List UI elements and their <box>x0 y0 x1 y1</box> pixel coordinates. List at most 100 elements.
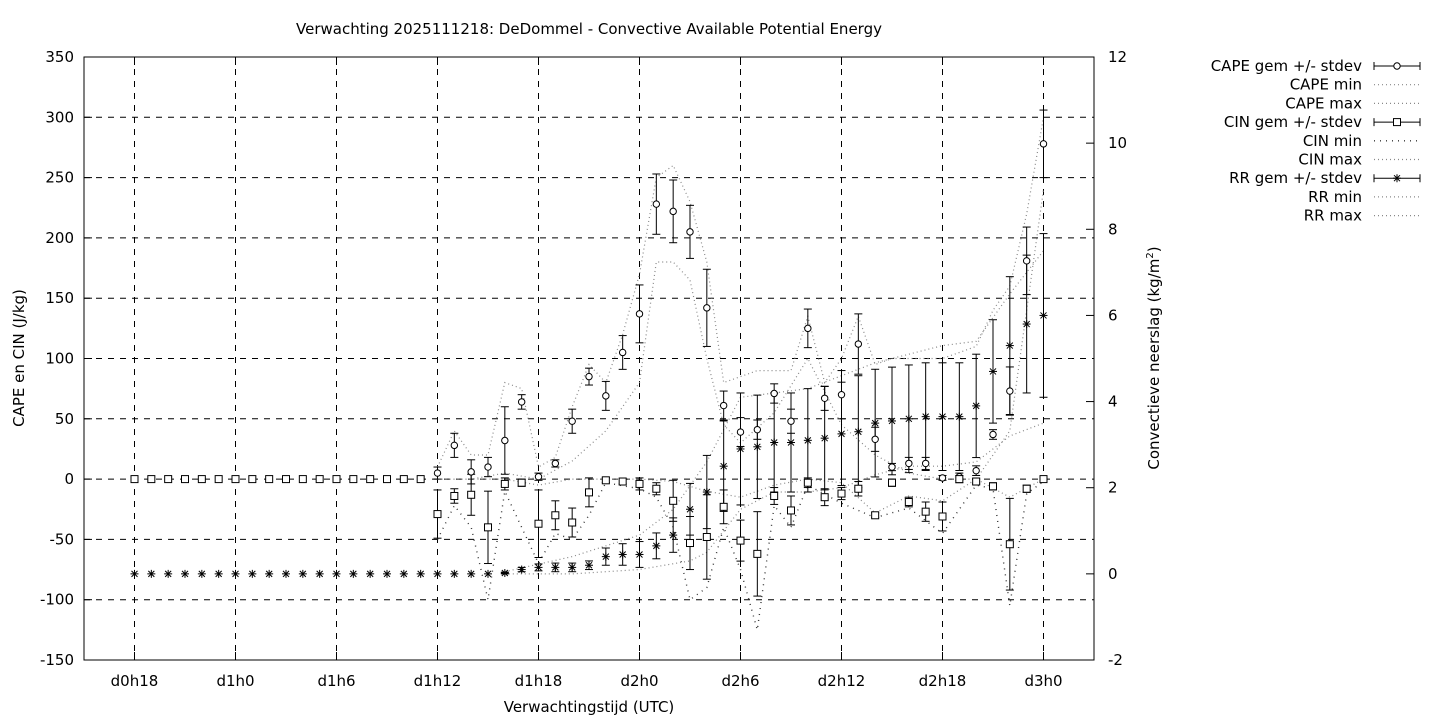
series-line-cape-min <box>437 189 1045 480</box>
legend-swatch <box>1373 118 1421 127</box>
rr-point <box>854 427 863 436</box>
cin-point <box>820 493 829 502</box>
legend-label: CIN max <box>1298 151 1362 169</box>
cape-point <box>467 468 475 476</box>
cin-point <box>298 475 307 484</box>
cin-point <box>366 475 375 484</box>
cape-point <box>837 390 846 399</box>
rr-point <box>332 569 341 578</box>
cin-point <box>231 475 240 484</box>
cape-point <box>551 459 560 468</box>
rr-point <box>938 412 947 421</box>
rr-point <box>787 438 795 447</box>
cin-point <box>888 478 896 487</box>
data-markers <box>130 140 1048 578</box>
cape-point <box>719 401 728 410</box>
cin-point <box>669 496 678 505</box>
rr-point <box>416 569 425 578</box>
y-tick-label: 200 <box>45 229 74 247</box>
cape-point <box>501 436 509 445</box>
cape-point <box>804 324 812 333</box>
legend-label: CAPE max <box>1285 94 1362 112</box>
rr-point <box>904 414 913 423</box>
cin-point <box>652 484 661 493</box>
cin-point <box>282 475 290 484</box>
cin-point <box>989 482 997 491</box>
cin-point <box>972 477 981 486</box>
cin-point <box>181 475 189 484</box>
cin-point <box>500 479 509 488</box>
y-tick-label: 0 <box>64 470 74 488</box>
cin-point <box>164 475 173 484</box>
y2-tick-label: -2 <box>1108 651 1123 669</box>
cape-point <box>602 392 610 400</box>
rr-point <box>315 569 324 578</box>
rr-point <box>484 569 492 578</box>
cin-point <box>837 489 846 498</box>
y2-axis-label: Convectieve neerslag (kg/m2) <box>1145 246 1163 469</box>
x-tick-label: d1h6 <box>317 672 355 690</box>
cin-point <box>1022 484 1031 493</box>
x-axis-label: Verwachtingstijd (UTC) <box>504 698 675 716</box>
legend-label: CIN gem +/- stdev <box>1224 113 1362 131</box>
rr-point <box>500 568 509 577</box>
legend-label: RR gem +/- stdev <box>1229 169 1362 187</box>
rr-point <box>635 550 644 559</box>
legend-label: CIN min <box>1303 132 1362 150</box>
rr-point <box>803 436 812 445</box>
cin-point <box>585 488 593 497</box>
cape-point <box>517 398 526 406</box>
rr-point <box>669 531 678 540</box>
rr-point <box>517 565 526 574</box>
cape-point <box>1006 387 1014 395</box>
cin-point <box>130 475 139 484</box>
cin-point <box>332 475 341 484</box>
cape-point <box>787 417 795 425</box>
cin-point <box>416 475 425 484</box>
legend-marker <box>1393 62 1401 70</box>
y2-axis-label-sup: 2 <box>1145 252 1156 258</box>
cape-point <box>534 472 543 481</box>
chart-title: Verwachting 2025111218: DeDommel - Conve… <box>296 20 882 38</box>
cape-point <box>888 463 896 471</box>
cin-point <box>770 491 779 500</box>
y2-tick-label: 0 <box>1108 565 1118 583</box>
y2-tick-label: 4 <box>1108 393 1118 411</box>
rr-point <box>164 569 173 578</box>
cape-point <box>972 466 980 475</box>
cin-point <box>349 475 358 484</box>
cape-point <box>1022 257 1031 265</box>
cape-point <box>635 310 644 318</box>
y2-axis-label-end: ) <box>1145 246 1163 252</box>
rr-point <box>231 569 240 578</box>
legend-label: RR min <box>1308 188 1362 206</box>
rr-point <box>366 569 375 578</box>
rr-point <box>585 561 593 570</box>
rr-point <box>551 563 560 572</box>
rr-point <box>702 488 711 497</box>
cape-point <box>568 417 576 425</box>
cin-point <box>197 475 206 484</box>
rr-point <box>601 552 610 561</box>
y2-tick-label: 6 <box>1108 306 1118 324</box>
rr-point <box>770 438 779 447</box>
cin-point <box>686 539 694 548</box>
cin-point <box>702 532 711 541</box>
rr-point <box>265 569 274 578</box>
cin-point <box>854 484 863 493</box>
x-tick-label: d1h0 <box>216 672 254 690</box>
y2-tick-label: 8 <box>1108 220 1118 238</box>
cape-point <box>652 200 661 208</box>
y-tick-label: -100 <box>40 591 74 609</box>
cin-point <box>517 478 526 487</box>
cape-point <box>484 463 492 471</box>
cape-point <box>938 474 947 482</box>
rr-point <box>1039 311 1048 320</box>
grid-lines <box>84 57 1094 660</box>
x-tick-label: d2h6 <box>721 672 759 690</box>
cin-point <box>214 475 223 484</box>
rr-point <box>349 569 358 578</box>
rr-point <box>282 569 290 578</box>
rr-point <box>214 569 223 578</box>
